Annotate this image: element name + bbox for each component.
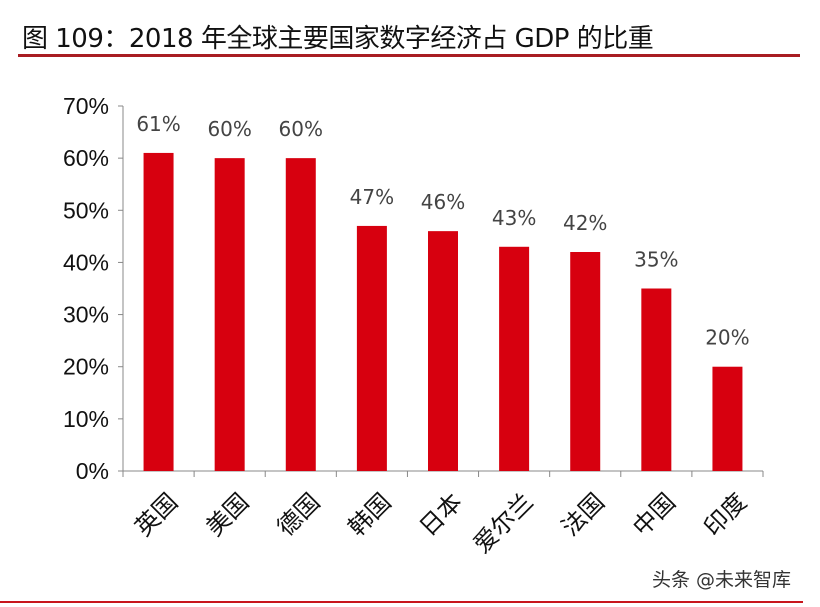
x-tick-label: 日本 [414,488,468,542]
y-tick-label: 0% [76,458,109,484]
data-label: 60% [279,117,323,141]
bar [570,252,601,471]
title-divider [18,54,800,57]
x-tick-label: 法国 [556,488,610,542]
bar [499,246,530,471]
bar [143,152,174,471]
y-tick-label: 70% [63,93,109,119]
data-label: 61% [136,112,180,136]
data-label: 47% [350,185,394,209]
bottom-divider [0,601,803,603]
x-tick-label: 印度 [698,488,752,542]
data-label: 35% [634,248,678,272]
y-tick-label: 30% [63,302,109,328]
x-tick-label: 德国 [272,488,326,542]
y-tick-label: 40% [63,249,109,275]
chart-title: 图 109：2018 年全球主要国家数字经济占 GDP 的比重 [22,24,654,54]
bar [641,288,672,471]
x-tick-label: 英国 [129,488,183,542]
bar [428,231,458,471]
y-tick-label: 20% [63,354,109,380]
x-tick-label: 中国 [627,488,681,542]
data-label: 42% [563,211,607,235]
x-tick-label: 爱尔兰 [468,488,539,559]
bar [712,366,743,471]
x-tick-label: 美国 [201,488,255,542]
data-label: 46% [421,190,465,214]
x-tick-label: 韩国 [343,488,397,542]
bar [285,158,316,471]
watermark: 头条 @未来智库 [652,569,792,591]
data-label: 20% [705,326,749,350]
data-label: 60% [207,117,251,141]
bar [214,158,245,471]
y-tick-label: 60% [63,145,109,171]
y-tick-label: 10% [63,406,109,432]
data-label: 43% [492,206,536,230]
bar [356,225,387,471]
y-tick-label: 50% [63,197,109,223]
